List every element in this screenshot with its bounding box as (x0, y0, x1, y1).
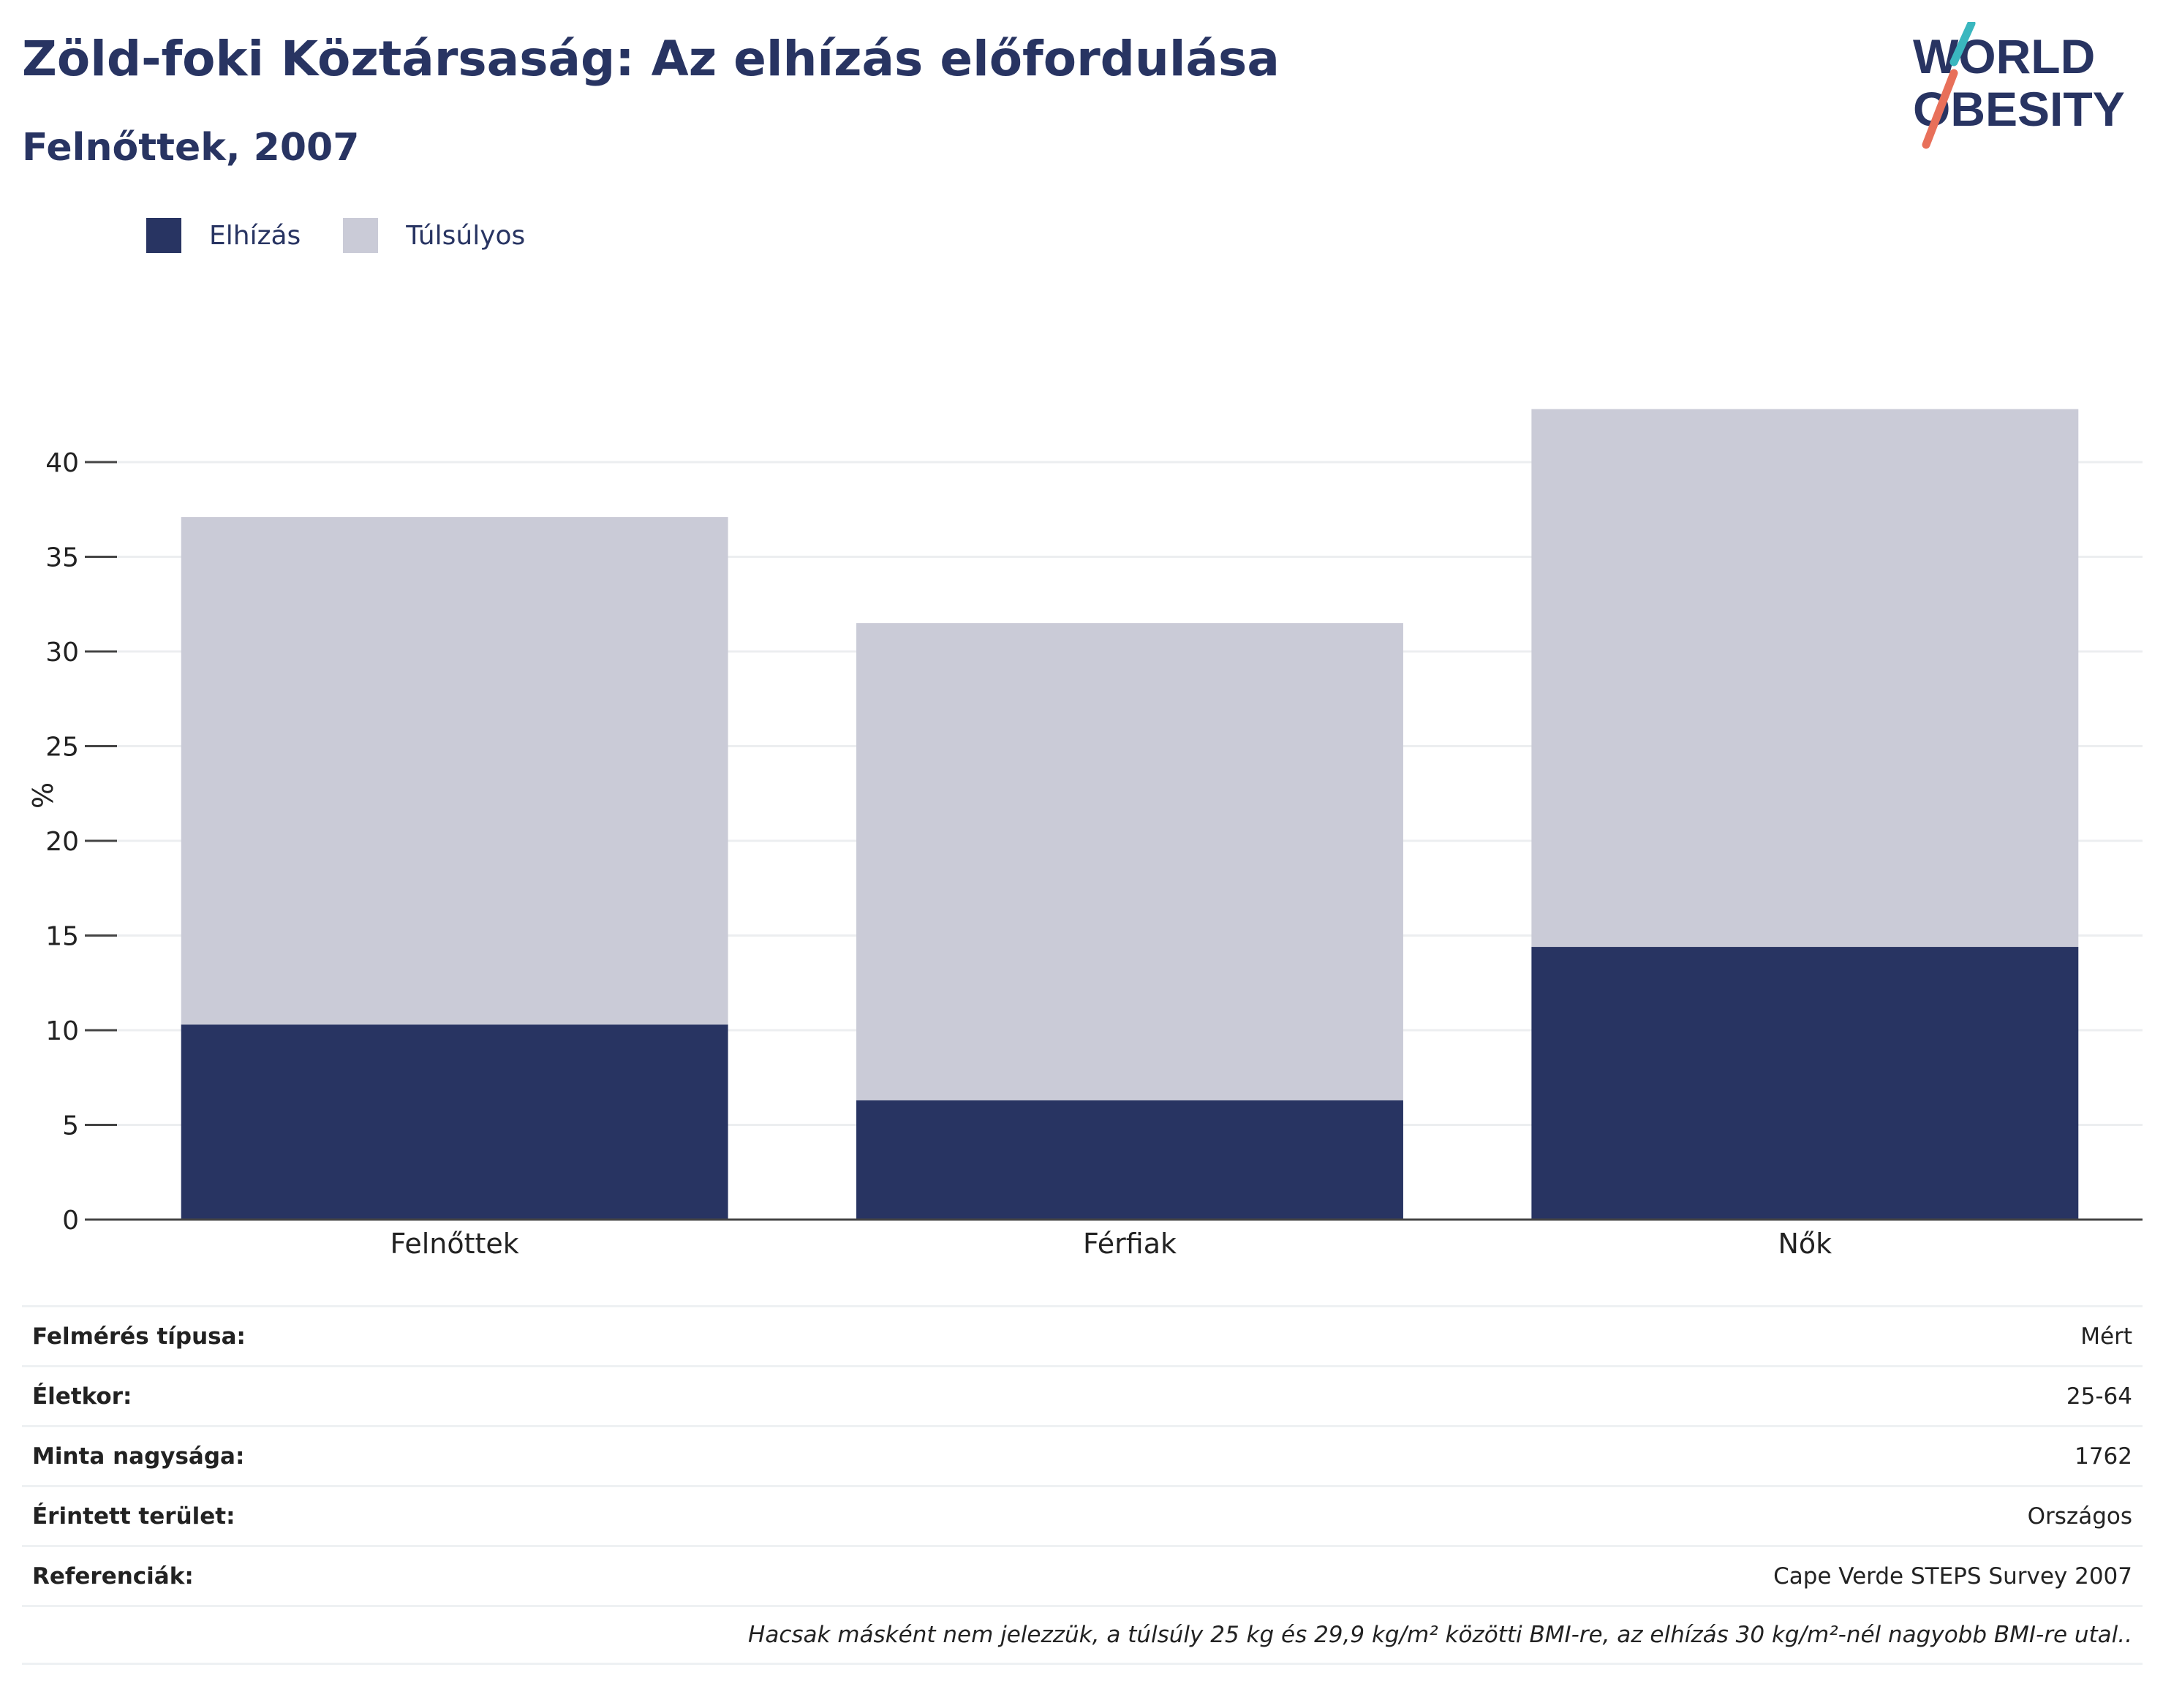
bar-overweight (181, 517, 728, 1025)
bar-obesity (1531, 947, 2079, 1220)
bar-obesity (181, 1024, 728, 1220)
legend-label-obesity: Elhízás (209, 220, 301, 251)
chart-title: Zöld-foki Köztársaság: Az elhízás előfor… (22, 31, 1280, 87)
info-label: Minta nagysága: (32, 1443, 245, 1470)
info-value: 25-64 (2066, 1383, 2132, 1410)
y-axis-label: % (27, 782, 59, 809)
info-label: Életkor: (32, 1383, 132, 1410)
info-label: Referenciák: (32, 1562, 194, 1590)
logo-line-1: WORLD (1913, 29, 2095, 83)
x-tick-label: Férfiak (1083, 1228, 1177, 1260)
legend-swatch-obesity (146, 218, 181, 253)
info-label: Érintett terület: (32, 1503, 235, 1530)
info-row-area: Érintett terület: Országos (22, 1485, 2143, 1545)
y-tick-label: 0 (62, 1206, 79, 1236)
y-tick-label: 35 (45, 543, 79, 573)
legend-item-obesity[interactable]: Elhízás (146, 218, 301, 253)
info-row-survey-type: Felmérés típusa: Mért (22, 1305, 2143, 1365)
y-tick-label: 30 (45, 638, 79, 668)
y-tick-label: 10 (45, 1016, 79, 1046)
bar-overweight (1531, 409, 2079, 948)
stacked-bar-chart: 0 5 10 15 20 25 30 35 40% Felnőttek Férfiak Nők (27, 409, 2143, 1260)
info-row-references: Referenciák: Cape Verde STEPS Survey 200… (22, 1545, 2143, 1605)
definition-note: Hacsak másként nem jelezzük, a túlsúly 2… (748, 1622, 2132, 1648)
info-row-age: Életkor: 25-64 (22, 1365, 2143, 1425)
x-tick-label: Nők (1778, 1228, 1832, 1260)
world-obesity-logo: WORLD OBESITY (1913, 22, 2125, 149)
y-tick-label: 5 (62, 1111, 79, 1141)
legend-item-overweight[interactable]: Túlsúlyos (343, 218, 525, 253)
info-value: Cape Verde STEPS Survey 2007 (1773, 1562, 2132, 1590)
y-tick-label: 25 (45, 733, 79, 763)
chart-legend: Elhízás Túlsúlyos (146, 218, 547, 253)
y-tick-label: 20 (45, 827, 79, 857)
legend-label-overweight: Túlsúlyos (406, 220, 526, 251)
y-tick-label: 15 (45, 922, 79, 952)
info-value: Országos (2027, 1503, 2132, 1530)
survey-info-table: Felmérés típusa: Mért Életkor: 25-64 Min… (22, 1305, 2143, 1665)
legend-swatch-overweight (343, 218, 379, 253)
info-row-note: Hacsak másként nem jelezzük, a túlsúly 2… (22, 1605, 2143, 1665)
info-value: Mért (2080, 1323, 2132, 1350)
bar-obesity (856, 1100, 1403, 1220)
x-tick-label: Felnőttek (390, 1228, 519, 1260)
info-label: Felmérés típusa: (32, 1323, 246, 1350)
bar-overweight (856, 623, 1403, 1100)
info-value: 1762 (2075, 1443, 2132, 1470)
y-tick-label: 40 (45, 448, 79, 478)
chart-subtitle: Felnőttek, 2007 (22, 126, 360, 170)
info-row-sample-size: Minta nagysága: 1762 (22, 1425, 2143, 1485)
